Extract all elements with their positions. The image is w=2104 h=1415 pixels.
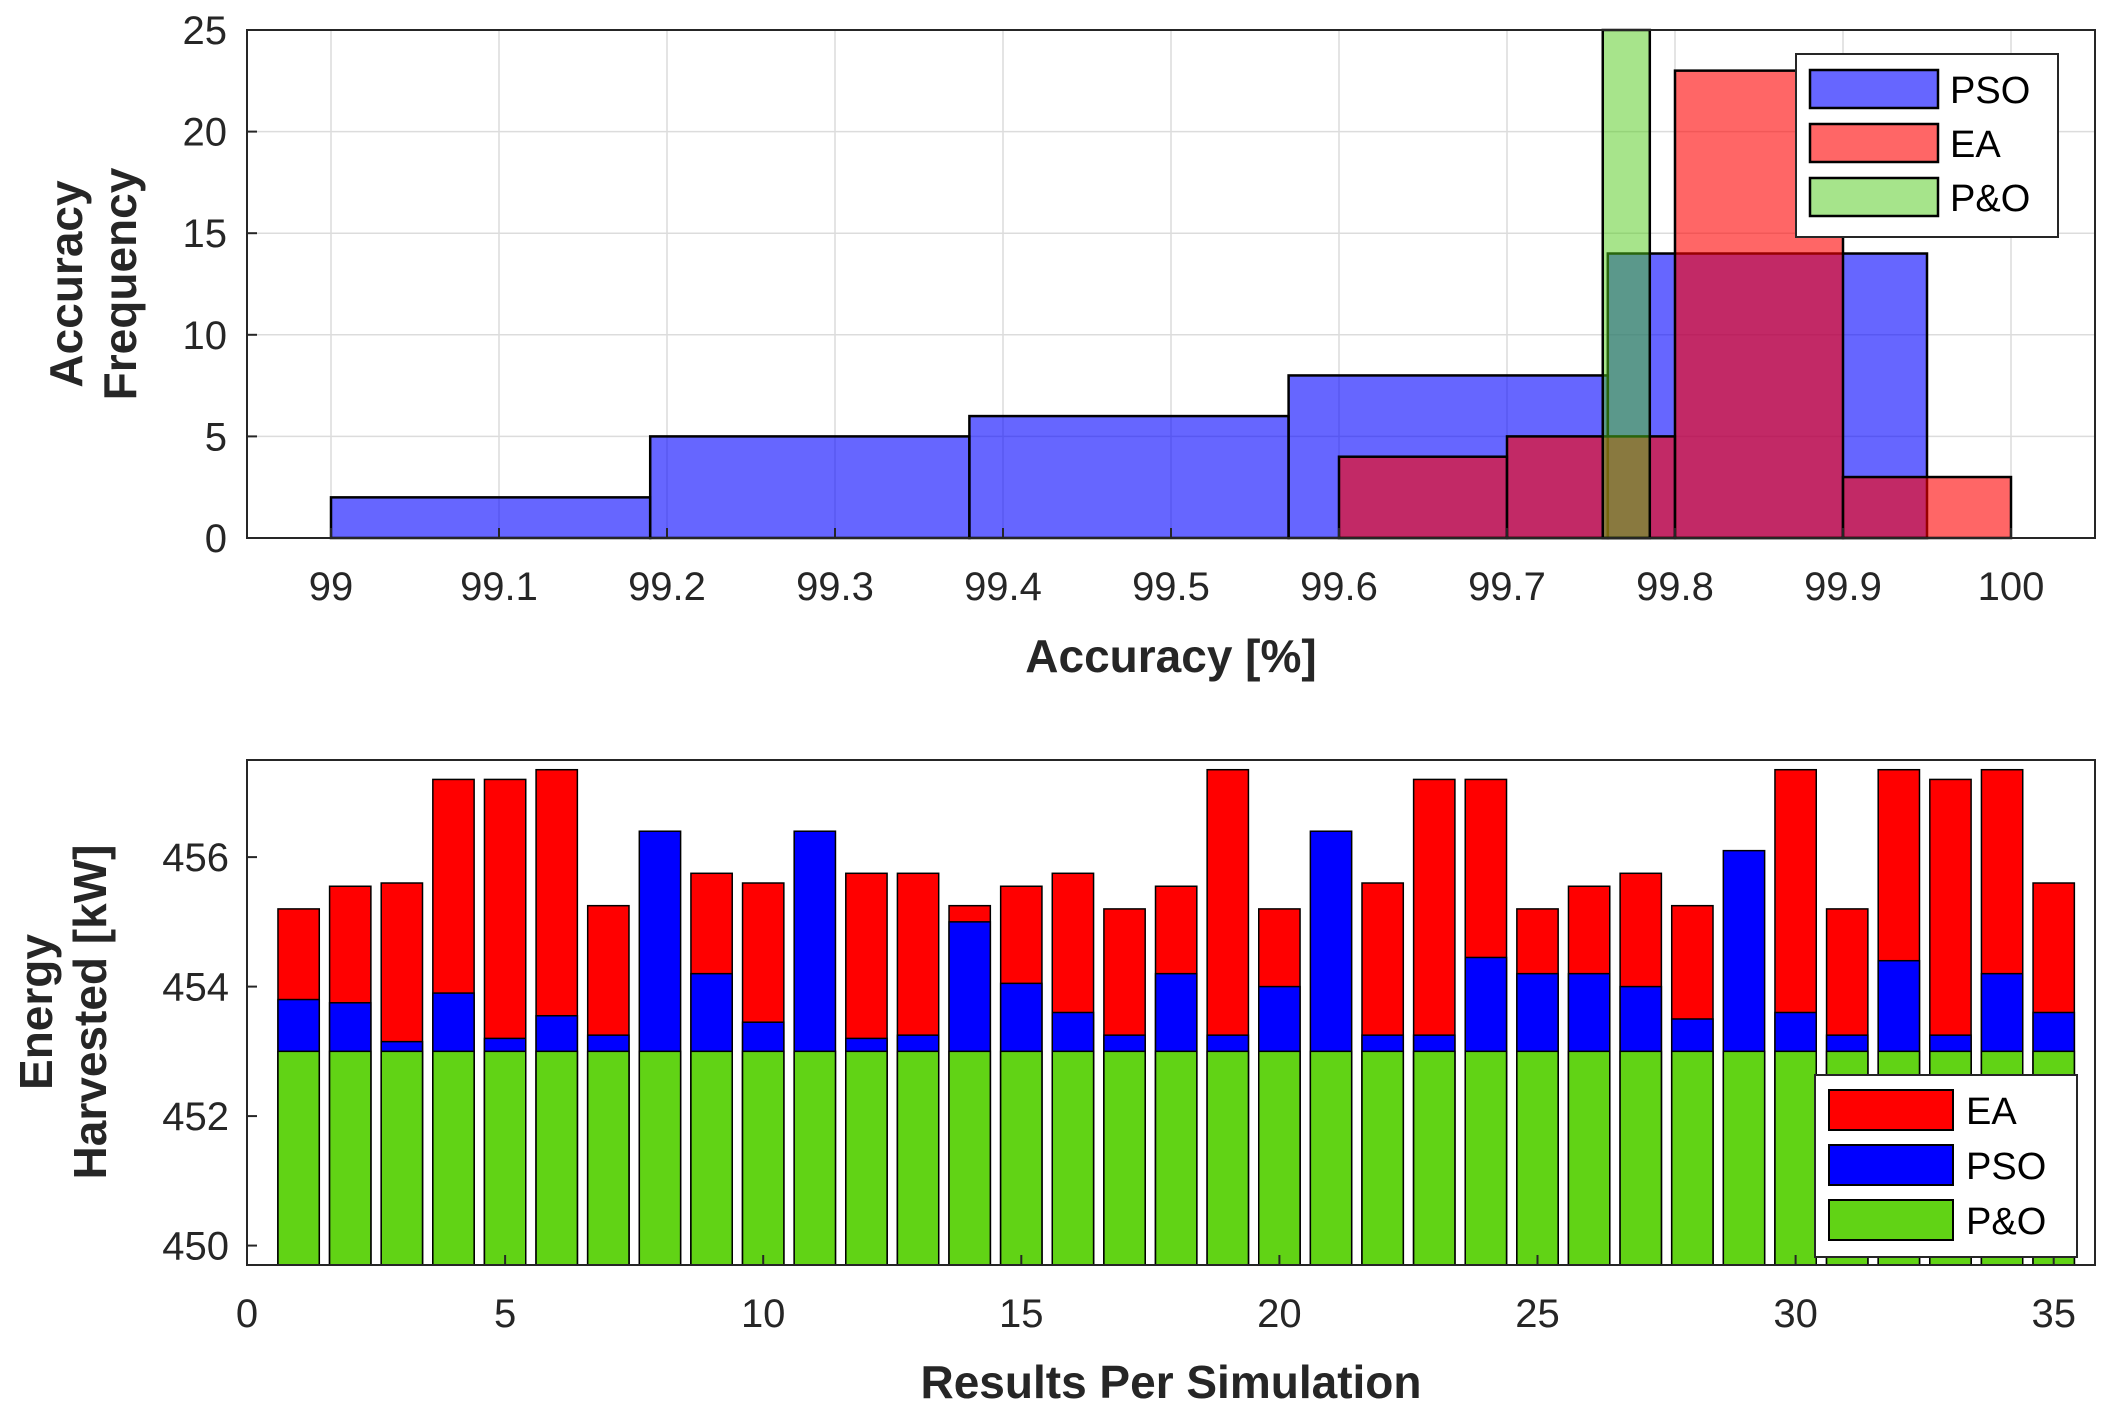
bar-y-axis-label-line-1: Energy xyxy=(10,934,62,1090)
energy-bar-po xyxy=(328,1050,372,1266)
energy-bar-po xyxy=(1206,1050,1250,1266)
bar-legend-swatch-pso xyxy=(1828,1144,1954,1186)
bar-x-tick-label: 20 xyxy=(1257,1292,1302,1336)
histogram-x-ticks: 99 99.1 99.2 99.3 99.4 99.5 99.6 99.7 99.8 99.9 10… xyxy=(309,528,2045,609)
histogram-legend-label-pso: PSO xyxy=(1950,70,2030,112)
bar-x-axis-label: Results Per Simulation xyxy=(920,1356,1421,1408)
energy-bar-po xyxy=(277,1050,321,1266)
bar-x-tick-label: 10 xyxy=(741,1292,786,1336)
histogram-x-tick-label: 99.7 xyxy=(1468,565,1546,609)
energy-bar-po xyxy=(896,1050,940,1266)
energy-bar-po xyxy=(483,1050,527,1266)
bar-y-axis-label-line-2: Harvested [kW] xyxy=(64,845,116,1180)
bar-y-axis-label: Energy Harvested [kW] xyxy=(10,845,116,1180)
accuracy-histogram-chart: 99 99.1 99.2 99.3 99.4 99.5 99.6 99.7 99.8 99.9 10… xyxy=(40,9,2096,682)
bar-legend-swatch-po xyxy=(1828,1199,1954,1241)
bar-legend-label-po: P&O xyxy=(1966,1201,2046,1243)
histogram-y-tick-label: 15 xyxy=(183,212,228,256)
histogram-y-axis-label: Accuracy Frequency xyxy=(40,167,146,400)
energy-bar-po xyxy=(1774,1050,1818,1266)
histogram-x-axis-label: Accuracy [%] xyxy=(1025,630,1316,682)
histogram-legend-swatch-po xyxy=(1808,176,1940,218)
energy-bar-po xyxy=(845,1050,888,1266)
energy-bar-po xyxy=(1361,1050,1405,1266)
histogram-y-axis-label-line-1: Accuracy xyxy=(40,180,92,388)
energy-bar-po xyxy=(690,1050,733,1266)
energy-bar-po xyxy=(432,1050,475,1266)
energy-bar-po xyxy=(948,1050,992,1266)
energy-bar-po xyxy=(586,1050,630,1266)
histogram-x-tick-label: 99.9 xyxy=(1804,565,1882,609)
bar-legend-swatch-ea xyxy=(1828,1089,1954,1131)
bar-x-ticks: 0 5 10 15 20 25 30 35 xyxy=(236,1255,2076,1336)
histogram-y-ticks: 0 5 10 15 20 25 xyxy=(183,9,257,561)
histogram-y-tick-label: 20 xyxy=(183,111,228,155)
histogram-x-tick-label: 99.4 xyxy=(964,565,1042,609)
energy-bar-po xyxy=(1464,1050,1508,1266)
histogram-bar-pso xyxy=(329,496,652,540)
histogram-legend-label-ea: EA xyxy=(1950,124,2001,166)
bar-y-tick-label: 452 xyxy=(162,1095,229,1139)
histogram-y-axis-label-line-2: Frequency xyxy=(94,167,146,400)
histogram-x-tick-label: 99.2 xyxy=(628,565,706,609)
bar-x-tick-label: 35 xyxy=(2031,1292,2076,1336)
histogram-y-tick-label: 0 xyxy=(205,517,227,561)
bar-x-tick-label: 30 xyxy=(1773,1292,1818,1336)
histogram-x-tick-label: 100 xyxy=(1978,565,2045,609)
energy-bar-po xyxy=(1412,1050,1456,1266)
histogram-x-tick-label: 99 xyxy=(309,565,354,609)
energy-bar-po xyxy=(1154,1050,1198,1266)
histogram-legend-label-po: P&O xyxy=(1950,178,2030,220)
bar-x-tick-label: 25 xyxy=(1515,1292,1560,1336)
histogram-bar-ea xyxy=(1337,455,1509,540)
energy-bar-po xyxy=(1619,1050,1663,1266)
histogram-y-tick-label: 5 xyxy=(205,415,227,459)
energy-bar-po xyxy=(1051,1050,1095,1266)
histogram-bars xyxy=(329,28,2013,540)
energy-bar-po xyxy=(999,1050,1043,1266)
histogram-x-tick-label: 99.1 xyxy=(460,565,538,609)
energy-bar-po xyxy=(1309,1050,1353,1266)
energy-bars xyxy=(277,768,2076,1266)
histogram-legend-swatch-pso xyxy=(1808,68,1940,110)
histogram-bar-pso xyxy=(648,435,971,540)
energy-bar-po xyxy=(638,1050,682,1266)
histogram-legend-swatch-ea xyxy=(1808,122,1940,164)
energy-bar-po xyxy=(741,1050,785,1266)
bar-y-ticks: 450 452 454 456 xyxy=(162,836,257,1269)
energy-bar-po xyxy=(535,1050,579,1266)
histogram-legend: PSO EA P&O xyxy=(1795,53,2059,238)
histogram-x-tick-label: 99.8 xyxy=(1636,565,1714,609)
histogram-bar-pso xyxy=(968,414,1290,540)
energy-bar-po xyxy=(1516,1050,1559,1266)
histogram-x-tick-label: 99.3 xyxy=(796,565,874,609)
bar-x-tick-label: 0 xyxy=(236,1292,258,1336)
bar-y-tick-label: 456 xyxy=(162,836,229,880)
bar-y-tick-label: 450 xyxy=(162,1225,229,1269)
energy-harvested-chart: 0 5 10 15 20 25 30 35 450 452 454 456 Results Per … xyxy=(10,759,2096,1408)
energy-bar-po xyxy=(793,1050,837,1266)
histogram-bar-po xyxy=(1601,28,1652,540)
histogram-y-tick-label: 10 xyxy=(183,314,228,358)
energy-bar-po xyxy=(1258,1050,1301,1266)
histogram-bar-ea xyxy=(1841,475,2013,540)
bar-y-tick-label: 454 xyxy=(162,966,229,1010)
energy-bar-po xyxy=(1103,1050,1146,1266)
energy-bar-po xyxy=(380,1050,424,1266)
bar-x-tick-label: 15 xyxy=(999,1292,1044,1336)
bar-axes-box xyxy=(246,759,2096,1266)
histogram-x-tick-label: 99.6 xyxy=(1300,565,1378,609)
energy-bar-po xyxy=(1567,1050,1611,1266)
energy-bar-po xyxy=(1670,1050,1714,1266)
bar-legend-label-ea: EA xyxy=(1966,1091,2017,1133)
histogram-y-tick-label: 25 xyxy=(183,9,228,53)
bar-x-tick-label: 5 xyxy=(494,1292,516,1336)
bar-legend-label-pso: PSO xyxy=(1966,1146,2046,1188)
bar-legend: EA PSO P&O xyxy=(1814,1074,2078,1258)
energy-bar-po xyxy=(1722,1050,1766,1266)
histogram-x-tick-label: 99.5 xyxy=(1132,565,1210,609)
